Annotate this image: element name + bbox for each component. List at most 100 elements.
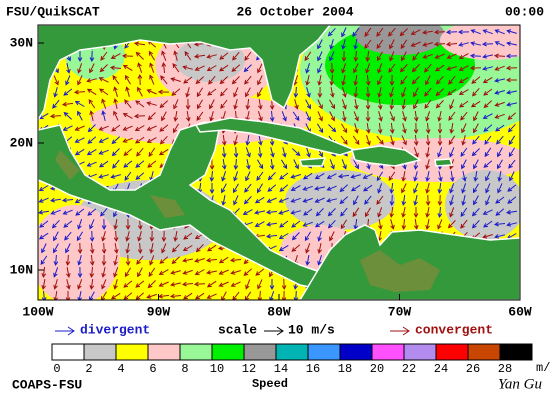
wind-arrow	[196, 111, 204, 121]
wind-arrow	[74, 100, 85, 107]
wind-arrow	[65, 254, 71, 267]
wind-arrow	[207, 88, 217, 96]
wind-arrow	[413, 171, 418, 182]
time: 00:00	[505, 4, 544, 19]
wind-arrow	[40, 255, 48, 265]
wind-arrow	[257, 290, 263, 300]
wind-arrow	[378, 111, 383, 122]
wind-arrow	[494, 29, 505, 35]
wind-arrow	[101, 98, 107, 109]
wind-arrow	[161, 50, 167, 61]
wind-arrow	[316, 123, 324, 134]
wind-arrow	[461, 123, 467, 134]
wind-arrow	[328, 124, 337, 133]
wind-arrow	[389, 111, 395, 122]
wind-arrow	[269, 291, 275, 300]
wind-arrow	[77, 266, 83, 279]
wind-arrow	[401, 218, 407, 231]
wind-arrow	[233, 98, 238, 110]
wind-arrow	[122, 137, 133, 143]
wind-arrow	[124, 171, 132, 181]
wind-arrow	[401, 99, 406, 110]
wind-arrow	[366, 123, 371, 134]
wind-arrow	[482, 76, 493, 84]
wind-arrow	[327, 219, 336, 229]
wind-arrow	[89, 279, 95, 290]
wind-arrow	[377, 122, 383, 135]
wind-arrow	[233, 171, 239, 182]
wind-arrow	[149, 74, 155, 85]
wind-arrow	[74, 148, 85, 156]
wind-arrow	[101, 242, 107, 255]
wind-arrow	[38, 209, 49, 215]
wind-arrow	[65, 75, 71, 86]
wind-arrow	[327, 27, 336, 37]
wind-arrow	[183, 232, 193, 240]
wind-arrow	[506, 29, 517, 34]
wind-arrow	[77, 63, 83, 74]
wind-arrow	[353, 75, 358, 86]
wind-arrow	[377, 86, 382, 98]
lat-label: 30N	[10, 35, 33, 50]
wind-arrow	[63, 88, 73, 96]
wind-arrow	[437, 135, 443, 147]
wind-arrow	[269, 279, 275, 291]
wind-arrow	[242, 209, 253, 215]
colorbar-tick: 16	[306, 362, 320, 376]
wind-arrow	[133, 41, 146, 47]
wind-arrow	[98, 125, 109, 131]
wind-arrow	[245, 98, 251, 111]
wind-arrow	[506, 90, 517, 95]
wind-arrow	[388, 27, 396, 37]
wind-arrow	[401, 87, 407, 98]
wind-arrow	[341, 63, 347, 74]
wind-arrow	[483, 124, 493, 132]
wind-arrow	[290, 210, 301, 215]
wind-arrow	[291, 148, 301, 157]
wind-arrow	[376, 39, 384, 49]
wind-arrow	[484, 135, 492, 145]
wind-arrow	[302, 172, 313, 180]
wind-arrow	[233, 158, 239, 171]
wind-arrow	[293, 159, 299, 170]
wind-arrow	[317, 63, 323, 74]
wind-arrow	[101, 266, 106, 278]
divergent-arrow	[55, 326, 75, 336]
wind-arrow	[342, 87, 347, 98]
wind-arrow	[376, 171, 384, 182]
wind-arrow	[135, 172, 145, 180]
colorbar-swatch	[211, 343, 245, 361]
wind-arrow	[50, 209, 61, 215]
wind-arrow	[76, 231, 84, 242]
wind-arrow	[506, 102, 518, 107]
wind-arrow	[207, 244, 217, 252]
wind-arrow	[497, 183, 503, 194]
wind-arrow	[265, 233, 278, 239]
wind-arrow	[64, 231, 72, 241]
wind-arrow	[352, 207, 360, 218]
wind-arrow	[508, 159, 516, 169]
wind-arrow	[364, 27, 372, 37]
wind-arrow	[341, 74, 346, 86]
wind-arrow	[41, 290, 47, 300]
wind-arrow	[425, 171, 430, 182]
wind-arrow	[62, 125, 73, 131]
wind-arrow	[230, 270, 241, 275]
wind-arrow	[413, 194, 418, 206]
wind-arrow	[221, 134, 227, 147]
wind-arrow	[182, 65, 193, 70]
wind-arrow	[389, 207, 394, 218]
colorbar-swatch	[403, 343, 437, 361]
wind-arrow	[231, 64, 241, 72]
wind-arrow	[304, 231, 312, 242]
colorbar-tick: 12	[242, 362, 256, 376]
wind-arrow	[243, 268, 253, 276]
wind-arrow	[401, 171, 406, 182]
wind-arrow	[173, 99, 179, 110]
wind-arrow	[401, 206, 406, 218]
wind-arrow	[206, 293, 217, 299]
wind-arrow	[339, 196, 349, 205]
wind-arrow	[171, 243, 180, 253]
wind-arrow	[390, 135, 395, 146]
